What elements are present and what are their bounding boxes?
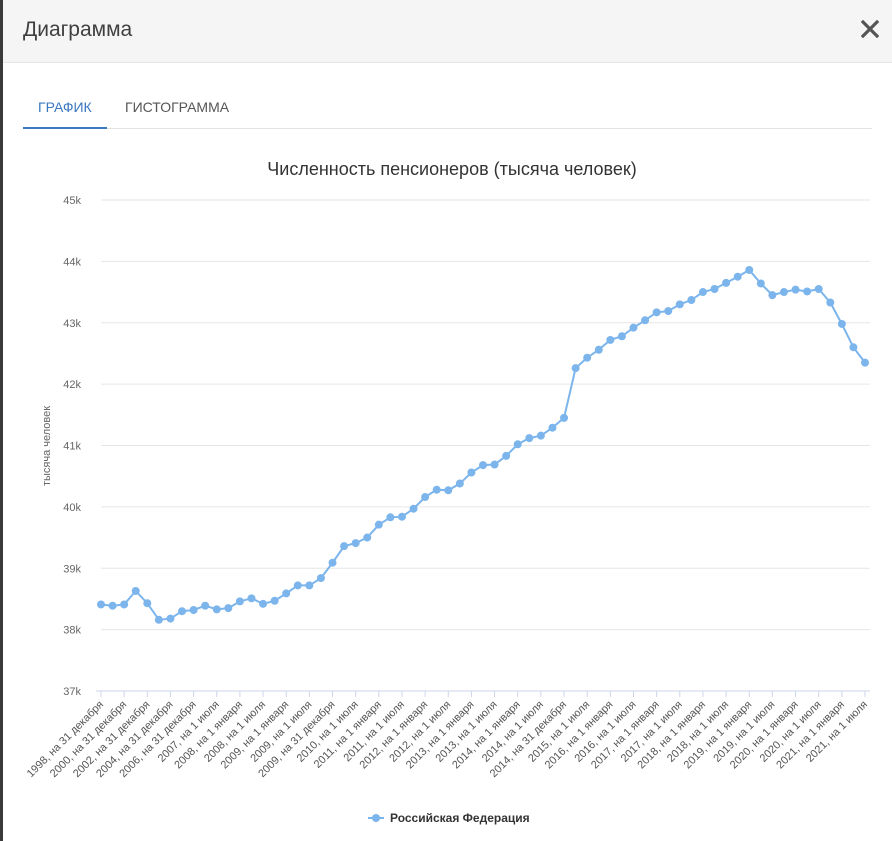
close-button[interactable] — [860, 18, 880, 40]
chart-tabs: ГРАФИК ГИСТОГРАММА — [23, 90, 872, 129]
data-point[interactable] — [675, 300, 684, 309]
tab-graph[interactable]: ГРАФИК — [23, 90, 107, 129]
data-point[interactable] — [444, 486, 453, 495]
data-point[interactable] — [733, 272, 742, 281]
series-points — [97, 265, 869, 624]
data-point[interactable] — [641, 316, 650, 325]
data-point[interactable] — [479, 461, 487, 470]
data-point[interactable] — [201, 601, 210, 610]
dialog-title: Диаграмма — [23, 18, 133, 41]
data-point[interactable] — [536, 431, 545, 440]
data-point[interactable] — [849, 343, 858, 352]
data-point[interactable] — [698, 288, 707, 297]
data-point[interactable] — [178, 607, 187, 616]
data-point[interactable] — [664, 307, 673, 316]
data-point[interactable] — [571, 364, 580, 373]
data-point[interactable] — [374, 520, 383, 529]
data-point[interactable] — [108, 601, 117, 610]
data-point[interactable] — [455, 479, 464, 488]
data-point[interactable] — [687, 296, 696, 305]
data-point[interactable] — [861, 358, 869, 367]
y-tick-label: 37k — [63, 686, 81, 698]
data-point[interactable] — [837, 319, 846, 328]
data-point[interactable] — [548, 423, 557, 432]
data-point[interactable] — [814, 284, 823, 293]
y-tick-label: 40k — [63, 502, 81, 514]
data-point[interactable] — [328, 558, 337, 567]
data-point[interactable] — [722, 278, 731, 287]
data-point[interactable] — [247, 594, 256, 603]
data-point[interactable] — [652, 308, 661, 317]
data-point[interactable] — [710, 284, 719, 293]
y-tick-label: 45k — [63, 195, 81, 207]
data-point[interactable] — [131, 586, 140, 595]
data-point[interactable] — [583, 353, 592, 362]
y-tick-label: 41k — [63, 441, 81, 453]
dialog-header: Диаграмма — [3, 0, 892, 63]
data-point[interactable] — [97, 600, 105, 609]
data-point[interactable] — [154, 615, 163, 624]
data-point[interactable] — [189, 605, 198, 614]
data-point[interactable] — [745, 265, 754, 274]
y-tick-label: 44k — [63, 256, 81, 268]
chart-legend[interactable]: Российская Федерация — [368, 811, 530, 825]
tab-histogram[interactable]: ГИСТОГРАММА — [125, 99, 230, 115]
data-point[interactable] — [791, 285, 800, 294]
data-point[interactable] — [235, 597, 244, 606]
data-point[interactable] — [513, 440, 522, 449]
data-point[interactable] — [409, 504, 418, 513]
chart-title: Численность пенсионеров (тысяча человек) — [267, 159, 636, 179]
data-point[interactable] — [421, 493, 430, 502]
data-point[interactable] — [340, 542, 349, 551]
data-point[interactable] — [525, 434, 534, 443]
data-point[interactable] — [779, 288, 788, 297]
data-point[interactable] — [397, 512, 406, 521]
data-point[interactable] — [768, 291, 777, 300]
data-point[interactable] — [502, 451, 511, 460]
chart-dialog: Диаграмма ГРАФИК ГИСТОГРАММА Численность… — [3, 0, 892, 841]
data-point[interactable] — [212, 605, 221, 614]
data-point[interactable] — [120, 600, 129, 609]
data-point[interactable] — [756, 279, 765, 288]
data-point[interactable] — [629, 323, 638, 332]
data-point[interactable] — [282, 589, 291, 598]
data-point[interactable] — [490, 460, 499, 469]
data-point[interactable] — [143, 599, 152, 608]
data-point[interactable] — [560, 413, 569, 422]
y-tick-label: 43k — [63, 318, 81, 330]
data-point[interactable] — [617, 332, 626, 341]
y-tick-label: 39k — [63, 563, 81, 575]
legend-series-label: Российская Федерация — [390, 811, 530, 825]
y-axis-label: тысяча человек — [41, 406, 53, 486]
data-point[interactable] — [224, 604, 233, 613]
data-point[interactable] — [432, 485, 441, 494]
data-point[interactable] — [259, 599, 268, 608]
close-icon — [861, 20, 879, 38]
data-point[interactable] — [803, 287, 812, 296]
data-point[interactable] — [166, 614, 175, 623]
data-point[interactable] — [386, 513, 395, 522]
y-axis-ticks: 37k 38k 39k 40k 41k 42k 43k 44k 45k — [63, 195, 81, 698]
chart-gridlines — [101, 199, 870, 631]
data-point[interactable] — [467, 468, 476, 477]
data-point[interactable] — [594, 345, 603, 354]
legend-marker-icon — [372, 814, 380, 822]
y-tick-label: 38k — [63, 625, 81, 637]
data-point[interactable] — [363, 533, 372, 542]
data-point[interactable] — [351, 539, 360, 548]
data-point[interactable] — [293, 581, 302, 590]
y-tick-label: 42k — [63, 379, 81, 391]
data-point[interactable] — [316, 574, 325, 583]
data-point[interactable] — [826, 298, 835, 307]
data-point[interactable] — [305, 581, 314, 590]
line-chart: Численность пенсионеров (тысяча человек)… — [25, 159, 870, 825]
data-point[interactable] — [270, 596, 279, 605]
data-point[interactable] — [606, 335, 615, 344]
